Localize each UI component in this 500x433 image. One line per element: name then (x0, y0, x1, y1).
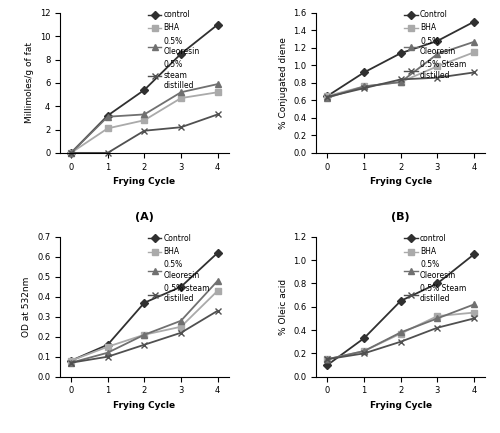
X-axis label: Frying Cycle: Frying Cycle (370, 177, 432, 186)
X-axis label: Frying Cycle: Frying Cycle (370, 401, 432, 410)
Legend: Control, BHA, 0.5%
Oleoresin, 0.5% Steam
distilled: Control, BHA, 0.5% Oleoresin, 0.5% Steam… (404, 10, 466, 80)
Y-axis label: OD at 532nm: OD at 532nm (22, 277, 32, 337)
Legend: control, BHA, 0.5%
Oleoresin, 0.5%
steam
distilled: control, BHA, 0.5% Oleoresin, 0.5% steam… (148, 10, 200, 90)
Y-axis label: % Conjugated diene: % Conjugated diene (279, 37, 288, 129)
Text: (A): (A) (135, 212, 154, 222)
Y-axis label: % Oleic acid: % Oleic acid (279, 279, 288, 335)
Legend: control, BHA, 0.5%
Oleoresin, 0.5% Steam
distilled: control, BHA, 0.5% Oleoresin, 0.5% Steam… (404, 234, 466, 304)
Legend: Control, BHA, 0.5%
Oleoresin, 0.5% steam
distilled: Control, BHA, 0.5% Oleoresin, 0.5% steam… (148, 234, 209, 304)
X-axis label: Frying Cycle: Frying Cycle (114, 177, 176, 186)
X-axis label: Frying Cycle: Frying Cycle (114, 401, 176, 410)
Text: (B): (B) (392, 212, 410, 222)
Y-axis label: Millimoles/g of fat: Millimoles/g of fat (25, 42, 34, 123)
